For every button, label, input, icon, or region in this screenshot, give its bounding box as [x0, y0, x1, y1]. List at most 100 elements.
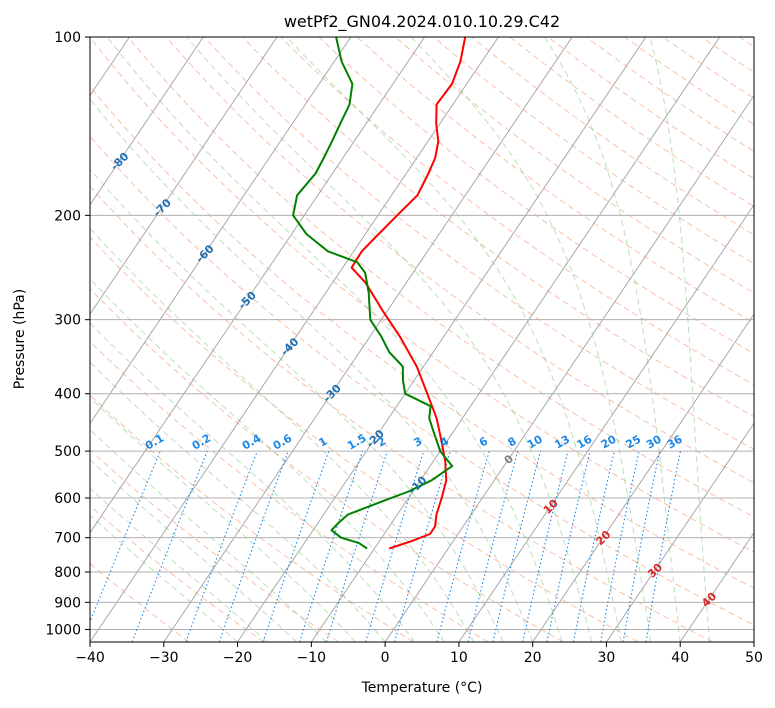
profile-series [292, 37, 467, 550]
mixing-ratio-line [185, 450, 258, 642]
dry-adiabat-line [394, 37, 754, 294]
y-tick-label: 700 [54, 531, 81, 547]
mixing-ratio-line [467, 450, 519, 642]
y-tick-label: 300 [54, 313, 81, 329]
isotherm-label: -40 [278, 335, 301, 358]
mixing-ratio-label: 3 [411, 435, 424, 450]
isotherm-label: 30 [645, 561, 665, 581]
moist-adiabat-line [90, 429, 327, 642]
isotherm-line [458, 203, 754, 642]
isotherm-label: -30 [321, 382, 344, 405]
x-tick-label: −10 [297, 650, 327, 666]
moist-adiabat-line [106, 37, 563, 642]
mixing-ratio-label: 36 [665, 432, 685, 451]
moist-adiabat-line [90, 168, 504, 642]
x-tick-label: −40 [75, 650, 105, 666]
mixing-ratio-line [262, 450, 330, 642]
x-tick-label: 40 [671, 650, 689, 666]
y-tick-label: 800 [54, 565, 81, 581]
x-tick-label: 0 [381, 650, 390, 666]
isotherm-line [90, 37, 204, 206]
isotherm-label: 10 [541, 497, 561, 517]
dry-adiabat-line [90, 505, 265, 642]
pressure-gridlines [90, 37, 754, 630]
mixing-ratio-line [492, 450, 542, 642]
isotherm-label: -100 [22, 52, 51, 81]
isotherm-line [679, 531, 754, 642]
mixing-ratio-label: 0.6 [271, 431, 295, 452]
x-axis-ticks: −40 −30 −20 −10 0 10 20 30 40 50 [75, 642, 763, 666]
mixing-ratio-line [600, 450, 640, 642]
moist-adiabat-line [90, 459, 297, 642]
mixing-ratio-line [365, 450, 425, 642]
mixing-ratio-label: 6 [477, 434, 490, 449]
isotherm-line [237, 37, 647, 642]
mixing-ratio-label: 1.5 [345, 432, 368, 453]
dry-adiabat-line [90, 562, 190, 642]
dry-adiabat-line [586, 37, 754, 152]
x-tick-label: 50 [745, 650, 763, 666]
moist-adiabat-line [186, 37, 593, 642]
mixing-ratio-label: 20 [599, 432, 619, 451]
dry-adiabat-line [433, 37, 754, 265]
moist-adiabat-line [90, 514, 238, 642]
isotherm-line [90, 37, 425, 534]
moist-adiabat-line [90, 227, 475, 642]
dry-adiabat-line [90, 135, 754, 626]
moist-adiabats [90, 37, 711, 642]
mixing-ratio-line [622, 450, 661, 642]
mixing-ratio-line [522, 450, 569, 642]
plot-frame [89, 36, 755, 643]
dry-adiabat-line [242, 37, 754, 418]
x-tick-label: 20 [524, 650, 542, 666]
dry-adiabat-line [90, 288, 564, 642]
isotherm-line [310, 37, 721, 642]
mixing-ratio-line [90, 450, 161, 624]
skewed-isotherms [90, 37, 754, 642]
y-tick-label: 600 [54, 491, 81, 507]
temperature-profile-line [350, 37, 467, 550]
isotherm-label: -80 [108, 150, 131, 173]
mixing-ratio-line [645, 450, 682, 642]
mixing-ratio-line [218, 450, 289, 642]
dry-adiabat-line [509, 37, 754, 207]
isotherm-line [90, 37, 278, 315]
mixing-ratio-label: 10 [525, 432, 545, 451]
moist-adiabat-line [90, 322, 415, 642]
x-tick-label: 10 [450, 650, 468, 666]
isotherm-line [532, 313, 754, 642]
y-axis-label: Pressure (hPa) [12, 289, 28, 389]
dry-adiabat-line [280, 37, 754, 386]
x-tick-label: 30 [598, 650, 616, 666]
moist-adiabat-line [90, 278, 445, 642]
isotherm-label: -10 [406, 473, 429, 496]
dewpoint-profile-line [292, 37, 454, 550]
dry-adiabat-line [90, 37, 754, 553]
moist-adiabat-line [286, 37, 622, 642]
y-tick-label: 200 [54, 208, 81, 224]
y-axis-ticks: 100 200 300 400 500 600 700 800 900 1000 [45, 30, 90, 638]
moist-adiabat-line [90, 361, 386, 642]
isotherm-label: -90 [66, 103, 89, 126]
moist-adiabat-line [649, 37, 711, 642]
isotherm-line [753, 641, 754, 642]
y-tick-label: 500 [54, 444, 81, 460]
moist-adiabat-line [410, 37, 652, 642]
isotherm-label: 40 [699, 590, 719, 610]
y-tick-label: 900 [54, 595, 81, 611]
isotherm-line [384, 94, 754, 642]
mixing-ratio-label: 16 [574, 432, 594, 451]
dry-adiabat-line [90, 85, 754, 589]
isotherm-line [163, 37, 573, 642]
moist-adiabat-line [90, 487, 268, 642]
x-tick-label: −20 [223, 650, 253, 666]
mixing-ratio-label: 30 [644, 432, 664, 451]
mixing-ratio-label: 13 [552, 433, 572, 452]
y-tick-label: 400 [54, 387, 81, 403]
isotherm-label: 20 [593, 528, 613, 548]
mixing-ratio-line [325, 450, 389, 642]
moist-adiabat-line [543, 37, 681, 642]
